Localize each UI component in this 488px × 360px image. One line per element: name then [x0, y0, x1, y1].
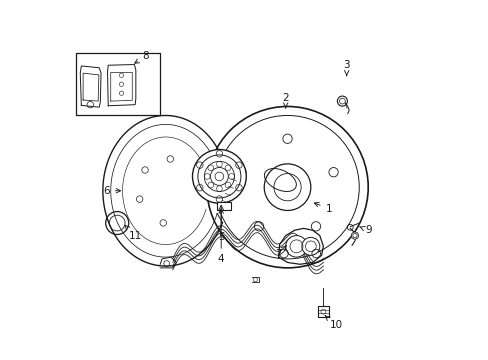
Text: 4: 4: [218, 205, 224, 264]
Text: 7: 7: [275, 246, 286, 258]
Circle shape: [301, 237, 319, 255]
Text: 11: 11: [125, 225, 142, 240]
Bar: [76, 53, 160, 116]
Circle shape: [351, 232, 358, 239]
Text: 1: 1: [314, 203, 331, 214]
Text: 9: 9: [359, 225, 371, 235]
Circle shape: [192, 149, 246, 203]
Text: 5: 5: [218, 209, 224, 242]
Bar: [217, 202, 230, 211]
Text: 10: 10: [325, 316, 342, 330]
Polygon shape: [317, 306, 328, 317]
Text: 3: 3: [343, 60, 349, 76]
Text: 6: 6: [103, 186, 121, 196]
Circle shape: [285, 235, 306, 257]
Text: 8: 8: [135, 51, 149, 63]
Text: 2: 2: [282, 93, 288, 108]
